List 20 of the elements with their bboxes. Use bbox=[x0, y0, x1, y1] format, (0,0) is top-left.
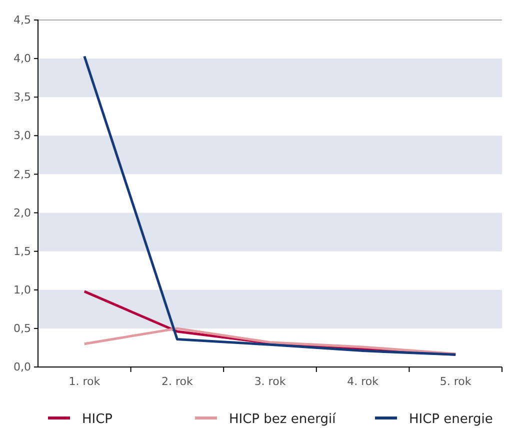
y-tick-label: 4,5 bbox=[14, 14, 31, 27]
y-tick-label: 4,0 bbox=[14, 52, 31, 66]
y-tick-label: 1,5 bbox=[14, 244, 31, 258]
y-tick-label: 0,5 bbox=[14, 322, 31, 335]
y-tick-label: 3,5 bbox=[14, 90, 31, 104]
legend-label: HICP bez energií bbox=[229, 412, 336, 427]
y-tick-label: 2,5 bbox=[14, 168, 31, 181]
x-tick-label: 4. rok bbox=[347, 374, 380, 388]
y-tick-label: 3,0 bbox=[14, 129, 31, 142]
x-tick-label: 3. rok bbox=[254, 374, 286, 388]
line-series bbox=[83, 327, 457, 356]
x-tick-label: 2. rok bbox=[162, 374, 194, 388]
x-tick-label: 1. rok bbox=[68, 374, 101, 388]
legend-label: HICP energie bbox=[409, 412, 493, 427]
y-tick-label: 0,0 bbox=[14, 360, 31, 374]
line-series bbox=[83, 54, 457, 356]
legend-label: HICP bbox=[82, 412, 113, 427]
y-tick-label: 1,0 bbox=[14, 283, 31, 296]
y-tick-label: 2,0 bbox=[14, 206, 31, 220]
x-tick-label: 5. rok bbox=[440, 374, 472, 388]
